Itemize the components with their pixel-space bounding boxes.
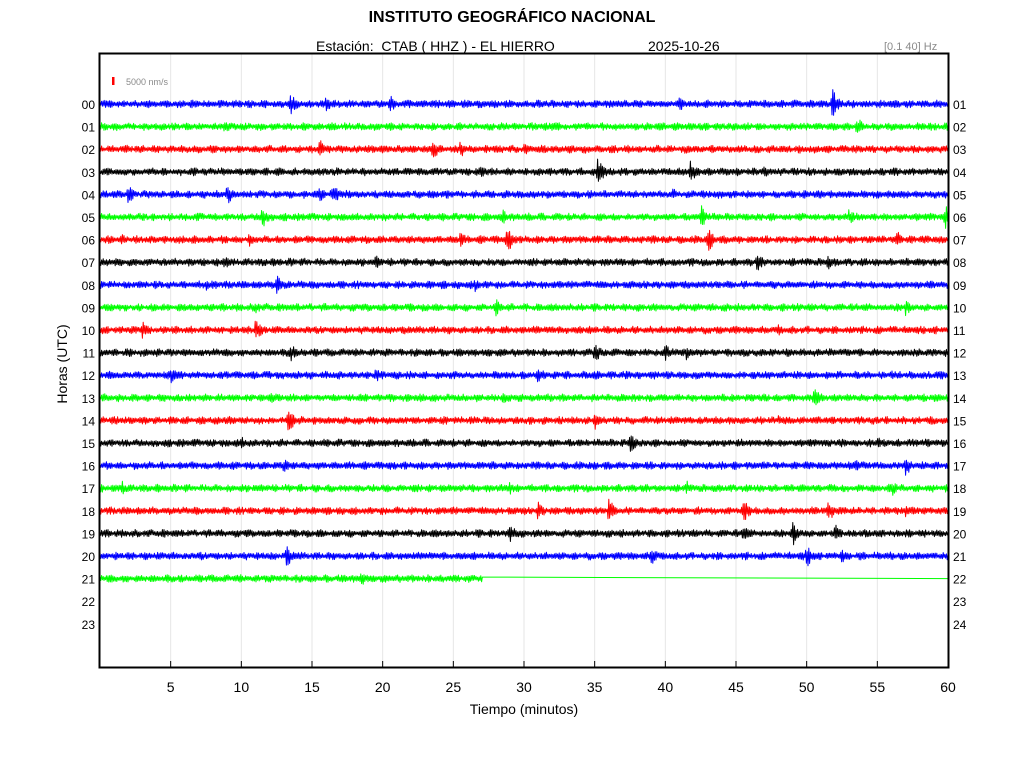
x-tick-label: 45 [728,679,744,695]
hour-label-left: 11 [83,347,96,361]
hour-label-left: 19 [82,527,96,541]
hour-label-left: 17 [82,482,96,496]
chart-title: INSTITUTO GEOGRÁFICO NACIONAL [368,9,656,26]
date-label: 2025-10-26 [648,38,720,54]
hour-label-right: 02 [953,121,967,135]
trace-hour-13 [99,389,949,406]
frequency-band-label: [0.1 40] Hz [884,41,938,53]
hour-label-right: 08 [953,256,967,270]
trace-hour-10 [99,320,949,339]
hour-label-left: 03 [82,166,96,180]
amplitude-scale: 5000 nm/s [112,77,169,87]
hour-label-left: 09 [82,301,96,315]
hour-label-left: 18 [82,505,96,519]
hour-label-left: 16 [82,460,96,474]
hour-label-right: 20 [953,527,967,541]
hour-label-right: 12 [953,347,967,361]
x-tick-label: 15 [304,679,320,695]
scale-label: 5000 nm/s [126,77,169,87]
hour-label-left: 05 [82,211,96,225]
trace-hour-00 [99,89,949,116]
trace-hour-08 [99,275,949,294]
trace-hour-15 [99,435,949,452]
hour-label-right: 13 [953,369,967,383]
grid [170,54,878,667]
plot-frame [98,52,950,669]
hour-label-right: 11 [953,324,966,338]
hour-label-right: 15 [953,414,967,428]
hour-label-left: 08 [82,279,96,293]
hour-label-left: 04 [82,188,96,202]
trace-hour-07 [99,255,949,271]
hour-label-right: 14 [953,392,967,406]
hour-label-right: 18 [953,482,967,496]
x-tick-label: 20 [375,679,391,695]
hour-label-left: 00 [82,98,96,112]
hour-label-left: 20 [82,550,96,564]
hour-label-right: 01 [953,98,967,112]
trace-hour-02 [99,140,949,158]
hour-label-right: 05 [953,188,967,202]
trace-hour-03 [99,158,949,182]
hour-label-right: 23 [953,595,967,609]
x-tick-label: 35 [587,679,603,695]
hour-label-right: 16 [953,437,967,451]
trace-hour-19 [99,522,949,546]
hour-label-left: 15 [82,437,96,451]
x-tick-label: 5 [167,679,175,695]
hour-label-left: 10 [82,324,96,338]
hour-label-right: 17 [953,460,967,474]
x-axis-label: Tiempo (minutos) [469,701,579,717]
trace-hour-06 [99,229,949,251]
hour-label-left: 14 [82,414,96,428]
trace-hour-16 [99,459,949,476]
hour-label-left: 13 [82,392,96,406]
axis-labels: 5 10 15 20 25 30 35 40 45 50 55 60 00 01 02 03 04 05 06 07 0… [82,98,967,695]
trace-hour-14 [99,411,949,431]
trace-hour-18 [99,498,949,520]
hour-label-right: 22 [953,573,967,587]
trace-hour-17 [99,480,949,496]
trace-hour-04 [99,187,949,204]
x-tick-label: 30 [516,679,532,695]
hour-label-right: 09 [953,279,967,293]
hour-label-left: 22 [82,595,96,609]
trace-hour-11 [99,344,949,362]
trace-hour-20 [99,546,949,567]
trace-hour-12 [99,369,949,384]
station-label: Estación: CTAB ( HHZ ) - EL HIERRO [316,38,555,54]
hour-label-left: 02 [82,143,96,157]
trace-hour-09 [99,299,949,317]
x-tick-label: 25 [446,679,462,695]
hour-label-right: 06 [953,211,967,225]
hour-label-left: 21 [82,573,96,587]
hour-label-left: 23 [82,618,96,632]
hour-label-left: 12 [82,369,96,383]
trace-hour-21 [99,573,949,585]
hour-label-right: 21 [953,550,967,564]
trace-hour-05 [99,205,949,229]
hour-label-left: 06 [82,234,96,248]
hour-label-left: 07 [82,256,96,270]
hour-label-right: 10 [953,301,967,315]
hour-label-right: 24 [953,618,967,632]
x-tick-label: 60 [940,679,956,695]
hour-label-right: 07 [953,234,967,248]
x-tick-label: 40 [658,679,674,695]
hour-label-right: 03 [953,143,967,157]
trace-hour-01 [99,119,949,133]
hour-label-right: 04 [953,166,967,180]
scale-bar-icon [112,77,115,85]
seismic-traces [99,89,949,585]
x-tick-label: 50 [799,679,815,695]
hour-label-left: 01 [82,121,96,135]
hour-label-right: 19 [953,505,967,519]
x-tick-label: 55 [870,679,886,695]
x-tick-label: 10 [234,679,250,695]
